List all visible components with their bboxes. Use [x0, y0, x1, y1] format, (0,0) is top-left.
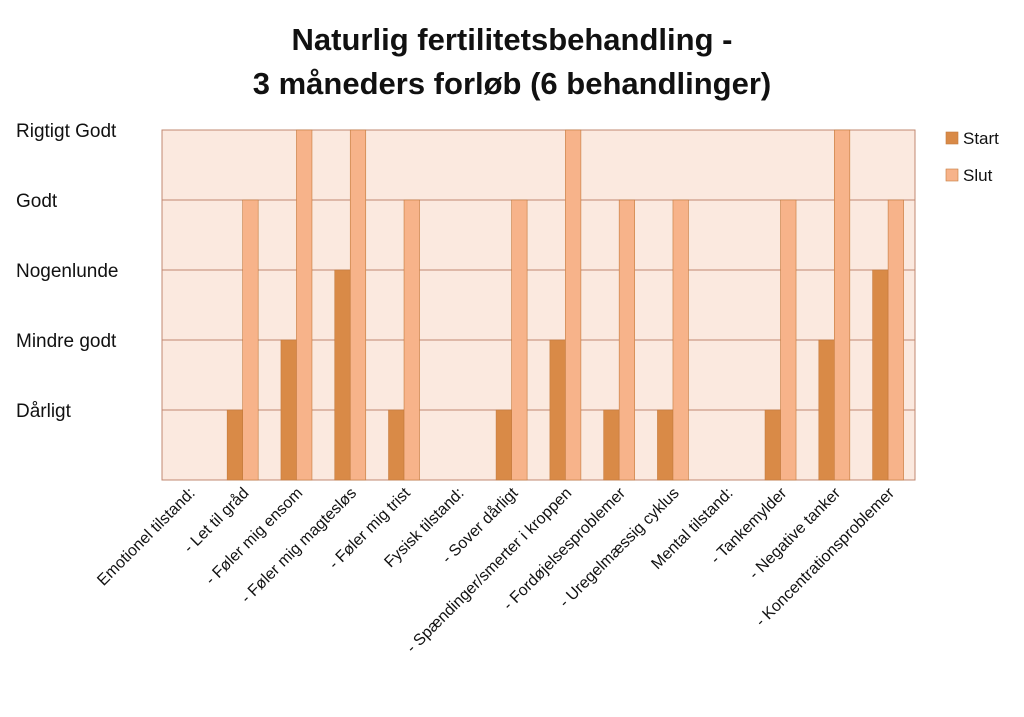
bar-slut	[565, 129, 582, 481]
bar-start	[657, 409, 674, 481]
bar-start	[603, 409, 620, 481]
bar-start	[872, 269, 889, 481]
bar-slut	[349, 129, 367, 481]
y-tick-label: Rigtigt Godt	[16, 121, 117, 142]
x-tick-label: Emotionel tilstand:	[94, 485, 198, 589]
y-tick-label: Nogenlunde	[16, 261, 118, 282]
bar-start	[818, 339, 835, 481]
y-tick-label: Mindre godt	[16, 331, 117, 352]
x-tick-label: - Negative tanker	[746, 484, 845, 583]
bar-start	[549, 339, 566, 481]
bar-slut	[618, 199, 635, 481]
bar-start	[334, 269, 351, 481]
bar-start	[764, 409, 781, 481]
bar-slut	[672, 199, 689, 481]
bar-start	[495, 409, 512, 481]
bar-slut	[242, 199, 259, 481]
y-tick-label: Dårligt	[16, 401, 72, 422]
chart-title-line-2: 3 måneders forløb (6 behandlinger)	[252, 66, 772, 101]
bar-slut	[296, 129, 313, 481]
bar-slut	[403, 199, 420, 481]
bar-start	[226, 409, 243, 481]
legend-label-slut: Slut	[963, 166, 993, 185]
chart-title-line-1: Naturlig fertilitetsbehandling -	[291, 22, 733, 57]
bar-slut	[887, 199, 904, 481]
legend-swatch-slut	[945, 168, 959, 182]
legend-swatch-start	[945, 131, 959, 145]
legend-label-start: Start	[963, 129, 999, 148]
bar-start	[280, 339, 297, 481]
bar-start	[388, 409, 405, 481]
y-tick-label: Godt	[16, 191, 58, 212]
plot-area	[161, 129, 916, 481]
x-tick-label: - Føler mig ensom	[202, 485, 306, 589]
bar-slut	[780, 199, 797, 481]
bar-slut	[511, 199, 528, 481]
bar-slut	[834, 129, 851, 481]
